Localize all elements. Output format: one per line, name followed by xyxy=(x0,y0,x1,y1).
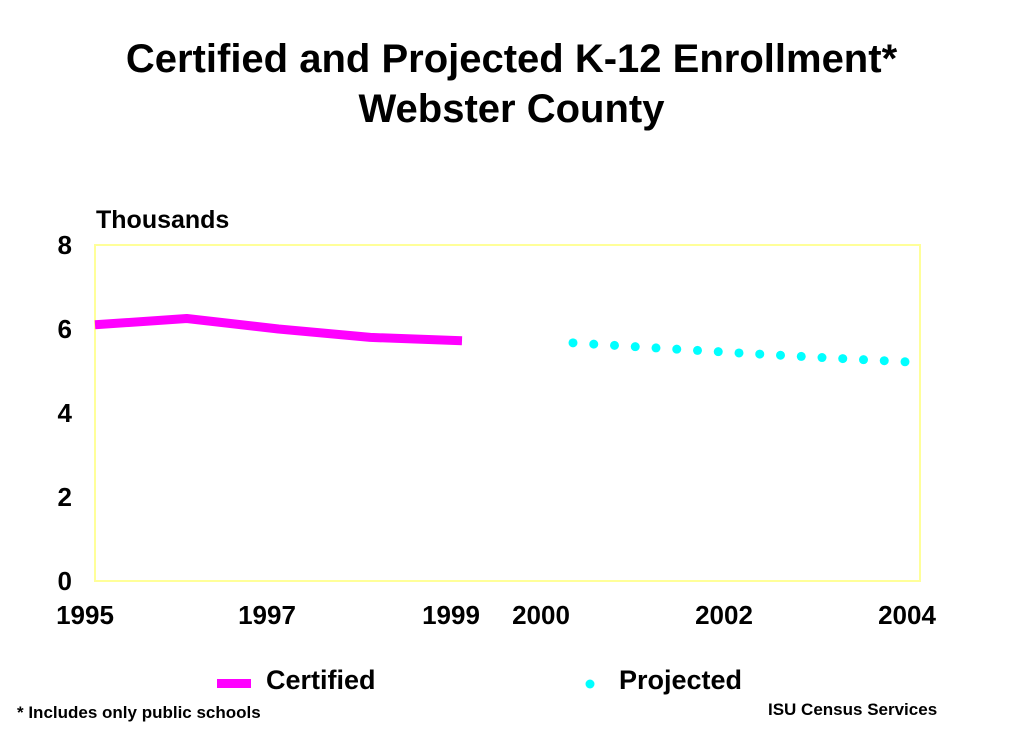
y-tick-label: 4 xyxy=(58,398,73,428)
projected-dot xyxy=(589,339,599,349)
chart-title: Certified and Projected K-12 Enrollment*… xyxy=(0,34,1023,134)
projected-dot xyxy=(651,343,661,353)
x-tick-label: 1995 xyxy=(56,600,114,630)
y-tick-label: 6 xyxy=(58,314,72,344)
projected-dot xyxy=(859,355,868,365)
chart-title-line2: Webster County xyxy=(358,87,665,131)
series-layer xyxy=(94,314,910,367)
projected-dot xyxy=(776,350,785,360)
y-tick-label: 0 xyxy=(58,566,72,596)
certified-series-line xyxy=(94,314,463,346)
projected-dot xyxy=(796,351,806,361)
legend-projected-swatch xyxy=(585,679,595,689)
footnote: * Includes only public schools xyxy=(17,703,261,722)
projected-dot xyxy=(900,357,910,367)
y-axis-label: Thousands xyxy=(96,206,229,234)
legend-certified-label: Certified xyxy=(266,665,376,695)
y-tick-labels: 0 2 4 6 8 xyxy=(58,230,73,596)
projected-dot xyxy=(879,356,889,366)
projected-dot xyxy=(672,344,682,354)
x-tick-label: 2002 xyxy=(695,600,753,630)
legend: Certified Projected xyxy=(217,665,742,695)
projected-dot xyxy=(693,345,702,355)
x-tick-label: 1999 xyxy=(422,600,480,630)
projected-dot xyxy=(568,338,578,348)
legend-projected-label: Projected xyxy=(619,665,742,695)
x-tick-label: 1997 xyxy=(238,600,296,630)
projected-dot xyxy=(817,353,827,363)
source-credit: ISU Census Services xyxy=(768,700,938,719)
y-tick-label: 8 xyxy=(58,230,72,260)
projected-dot xyxy=(630,342,640,352)
legend-certified-swatch xyxy=(217,679,251,688)
y-tick-label: 2 xyxy=(58,482,72,512)
x-tick-label: 2000 xyxy=(512,600,570,630)
projected-dot xyxy=(734,348,744,358)
x-tick-labels: 1995 1997 1999 2000 2002 2004 xyxy=(56,600,936,630)
x-tick-label: 2004 xyxy=(878,600,936,630)
projected-dot xyxy=(610,340,619,350)
projected-dot xyxy=(755,349,765,359)
plot-area xyxy=(94,244,921,582)
chart-title-line1: Certified and Projected K-12 Enrollment* xyxy=(125,37,898,81)
projected-dot xyxy=(838,354,848,364)
projected-dot xyxy=(713,347,723,357)
